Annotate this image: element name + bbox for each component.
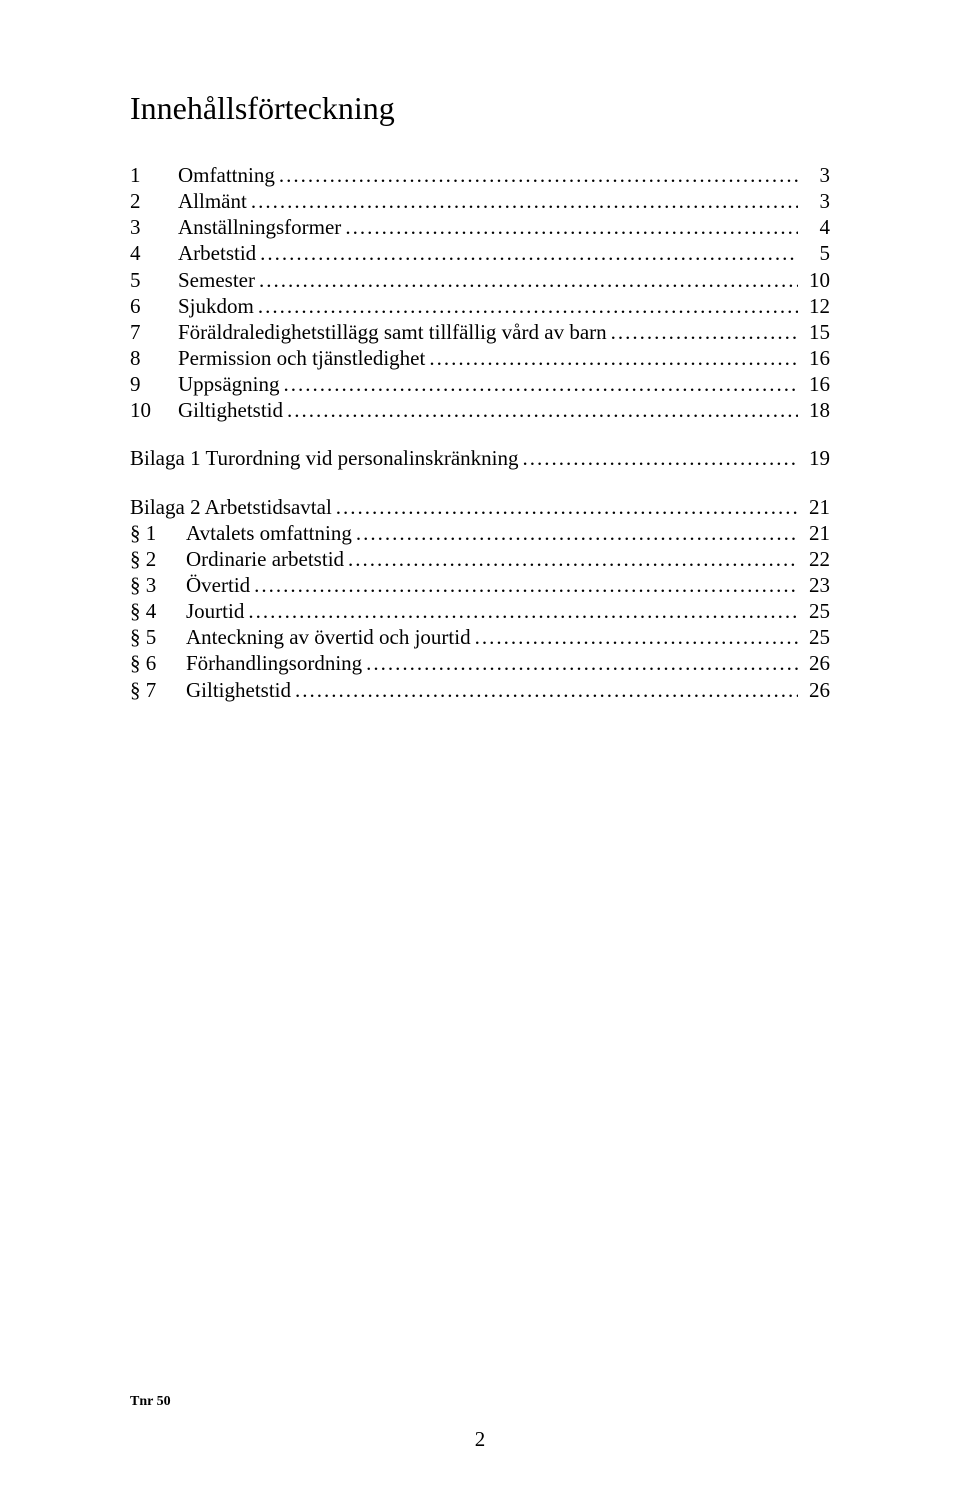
toc-page: 4 [802, 215, 830, 239]
toc-label: Arbetstid [178, 241, 256, 265]
toc-page: 12 [802, 294, 830, 318]
toc-label: Semester [178, 268, 255, 292]
toc-leader-dots [287, 398, 798, 422]
toc-leader-dots [254, 573, 798, 597]
toc-label: Övertid [186, 573, 250, 597]
toc-number: 9 [130, 372, 178, 396]
table-of-contents: 1 Omfattning 3 2 Allmänt 3 3 Anställning… [130, 163, 830, 702]
footer-reference: Tnr 50 [130, 1394, 171, 1410]
toc-leader-dots [295, 678, 798, 702]
toc-leader-dots [611, 320, 798, 344]
toc-label: Ordinarie arbetstid [186, 547, 344, 571]
toc-number: 5 [130, 268, 178, 292]
toc-leader-dots [279, 163, 798, 187]
toc-row: 6 Sjukdom 12 [130, 294, 830, 318]
toc-label: Bilaga 2 Arbetstidsavtal [130, 495, 332, 519]
toc-number: § 5 [130, 625, 186, 649]
toc-leader-dots [251, 189, 798, 213]
toc-page: 5 [802, 241, 830, 265]
toc-leader-dots [336, 495, 798, 519]
toc-page: 18 [802, 398, 830, 422]
toc-label: Sjukdom [178, 294, 254, 318]
toc-page: 16 [802, 372, 830, 396]
toc-leader-dots [475, 625, 798, 649]
toc-page: 10 [802, 268, 830, 292]
toc-page: 19 [802, 446, 830, 470]
toc-page: 26 [802, 651, 830, 675]
toc-label: Anställningsformer [178, 215, 341, 239]
toc-row: § 2 Ordinarie arbetstid 22 [130, 547, 830, 571]
toc-page: 21 [802, 495, 830, 519]
toc-row: 10 Giltighetstid 18 [130, 398, 830, 422]
toc-row: § 3 Övertid 23 [130, 573, 830, 597]
toc-row: 4 Arbetstid 5 [130, 241, 830, 265]
toc-leader-dots [284, 372, 799, 396]
toc-label: Allmänt [178, 189, 247, 213]
page-number: 2 [0, 1427, 960, 1452]
toc-row: 1 Omfattning 3 [130, 163, 830, 187]
toc-leader-dots [522, 446, 798, 470]
toc-page: 15 [802, 320, 830, 344]
toc-number: § 4 [130, 599, 186, 623]
toc-leader-dots [429, 346, 798, 370]
toc-label: Giltighetstid [178, 398, 283, 422]
toc-leader-dots [258, 294, 798, 318]
toc-page: 3 [802, 189, 830, 213]
toc-number: § 1 [130, 521, 186, 545]
toc-label: Avtalets omfattning [186, 521, 352, 545]
toc-number: 10 [130, 398, 178, 422]
toc-page: 23 [802, 573, 830, 597]
toc-number: 1 [130, 163, 178, 187]
toc-label: Föräldraledighetstillägg samt tillfällig… [178, 320, 607, 344]
toc-leader-dots [345, 215, 798, 239]
toc-number: 2 [130, 189, 178, 213]
toc-leader-dots [348, 547, 798, 571]
toc-row: 5 Semester 10 [130, 268, 830, 292]
toc-page: 22 [802, 547, 830, 571]
toc-page: 25 [802, 625, 830, 649]
toc-row: 2 Allmänt 3 [130, 189, 830, 213]
toc-row: § 1 Avtalets omfattning 21 [130, 521, 830, 545]
toc-row: § 6 Förhandlingsordning 26 [130, 651, 830, 675]
toc-label: Uppsägning [178, 372, 280, 396]
toc-row-bilaga1: Bilaga 1 Turordning vid personalinskränk… [130, 446, 830, 470]
toc-row: 7 Föräldraledighetstillägg samt tillfäll… [130, 320, 830, 344]
toc-number: § 6 [130, 651, 186, 675]
toc-label: Förhandlingsordning [186, 651, 362, 675]
toc-page: 21 [802, 521, 830, 545]
toc-row: § 5 Anteckning av övertid och jourtid 25 [130, 625, 830, 649]
toc-number: 4 [130, 241, 178, 265]
toc-leader-dots [260, 241, 798, 265]
toc-row-bilaga2-heading: Bilaga 2 Arbetstidsavtal 21 [130, 495, 830, 519]
toc-leader-dots [366, 651, 798, 675]
toc-page: 26 [802, 678, 830, 702]
toc-page: 3 [802, 163, 830, 187]
toc-number: 3 [130, 215, 178, 239]
toc-page: 16 [802, 346, 830, 370]
toc-number: § 3 [130, 573, 186, 597]
toc-label: Omfattning [178, 163, 275, 187]
toc-row: 8 Permission och tjänstledighet 16 [130, 346, 830, 370]
toc-label: Anteckning av övertid och jourtid [186, 625, 471, 649]
toc-number: 6 [130, 294, 178, 318]
toc-leader-dots [356, 521, 798, 545]
toc-label: Jourtid [186, 599, 244, 623]
toc-number: 7 [130, 320, 178, 344]
toc-label: Giltighetstid [186, 678, 291, 702]
page-title: Innehållsförteckning [130, 90, 830, 127]
toc-row: 3 Anställningsformer 4 [130, 215, 830, 239]
toc-leader-dots [248, 599, 798, 623]
toc-number: § 2 [130, 547, 186, 571]
toc-row: § 4 Jourtid 25 [130, 599, 830, 623]
toc-number: 8 [130, 346, 178, 370]
toc-row: 9 Uppsägning 16 [130, 372, 830, 396]
toc-label: Permission och tjänstledighet [178, 346, 425, 370]
toc-row: § 7 Giltighetstid 26 [130, 678, 830, 702]
toc-leader-dots [259, 268, 798, 292]
toc-number: § 7 [130, 678, 186, 702]
toc-label: Bilaga 1 Turordning vid personalinskränk… [130, 446, 518, 470]
toc-page: 25 [802, 599, 830, 623]
